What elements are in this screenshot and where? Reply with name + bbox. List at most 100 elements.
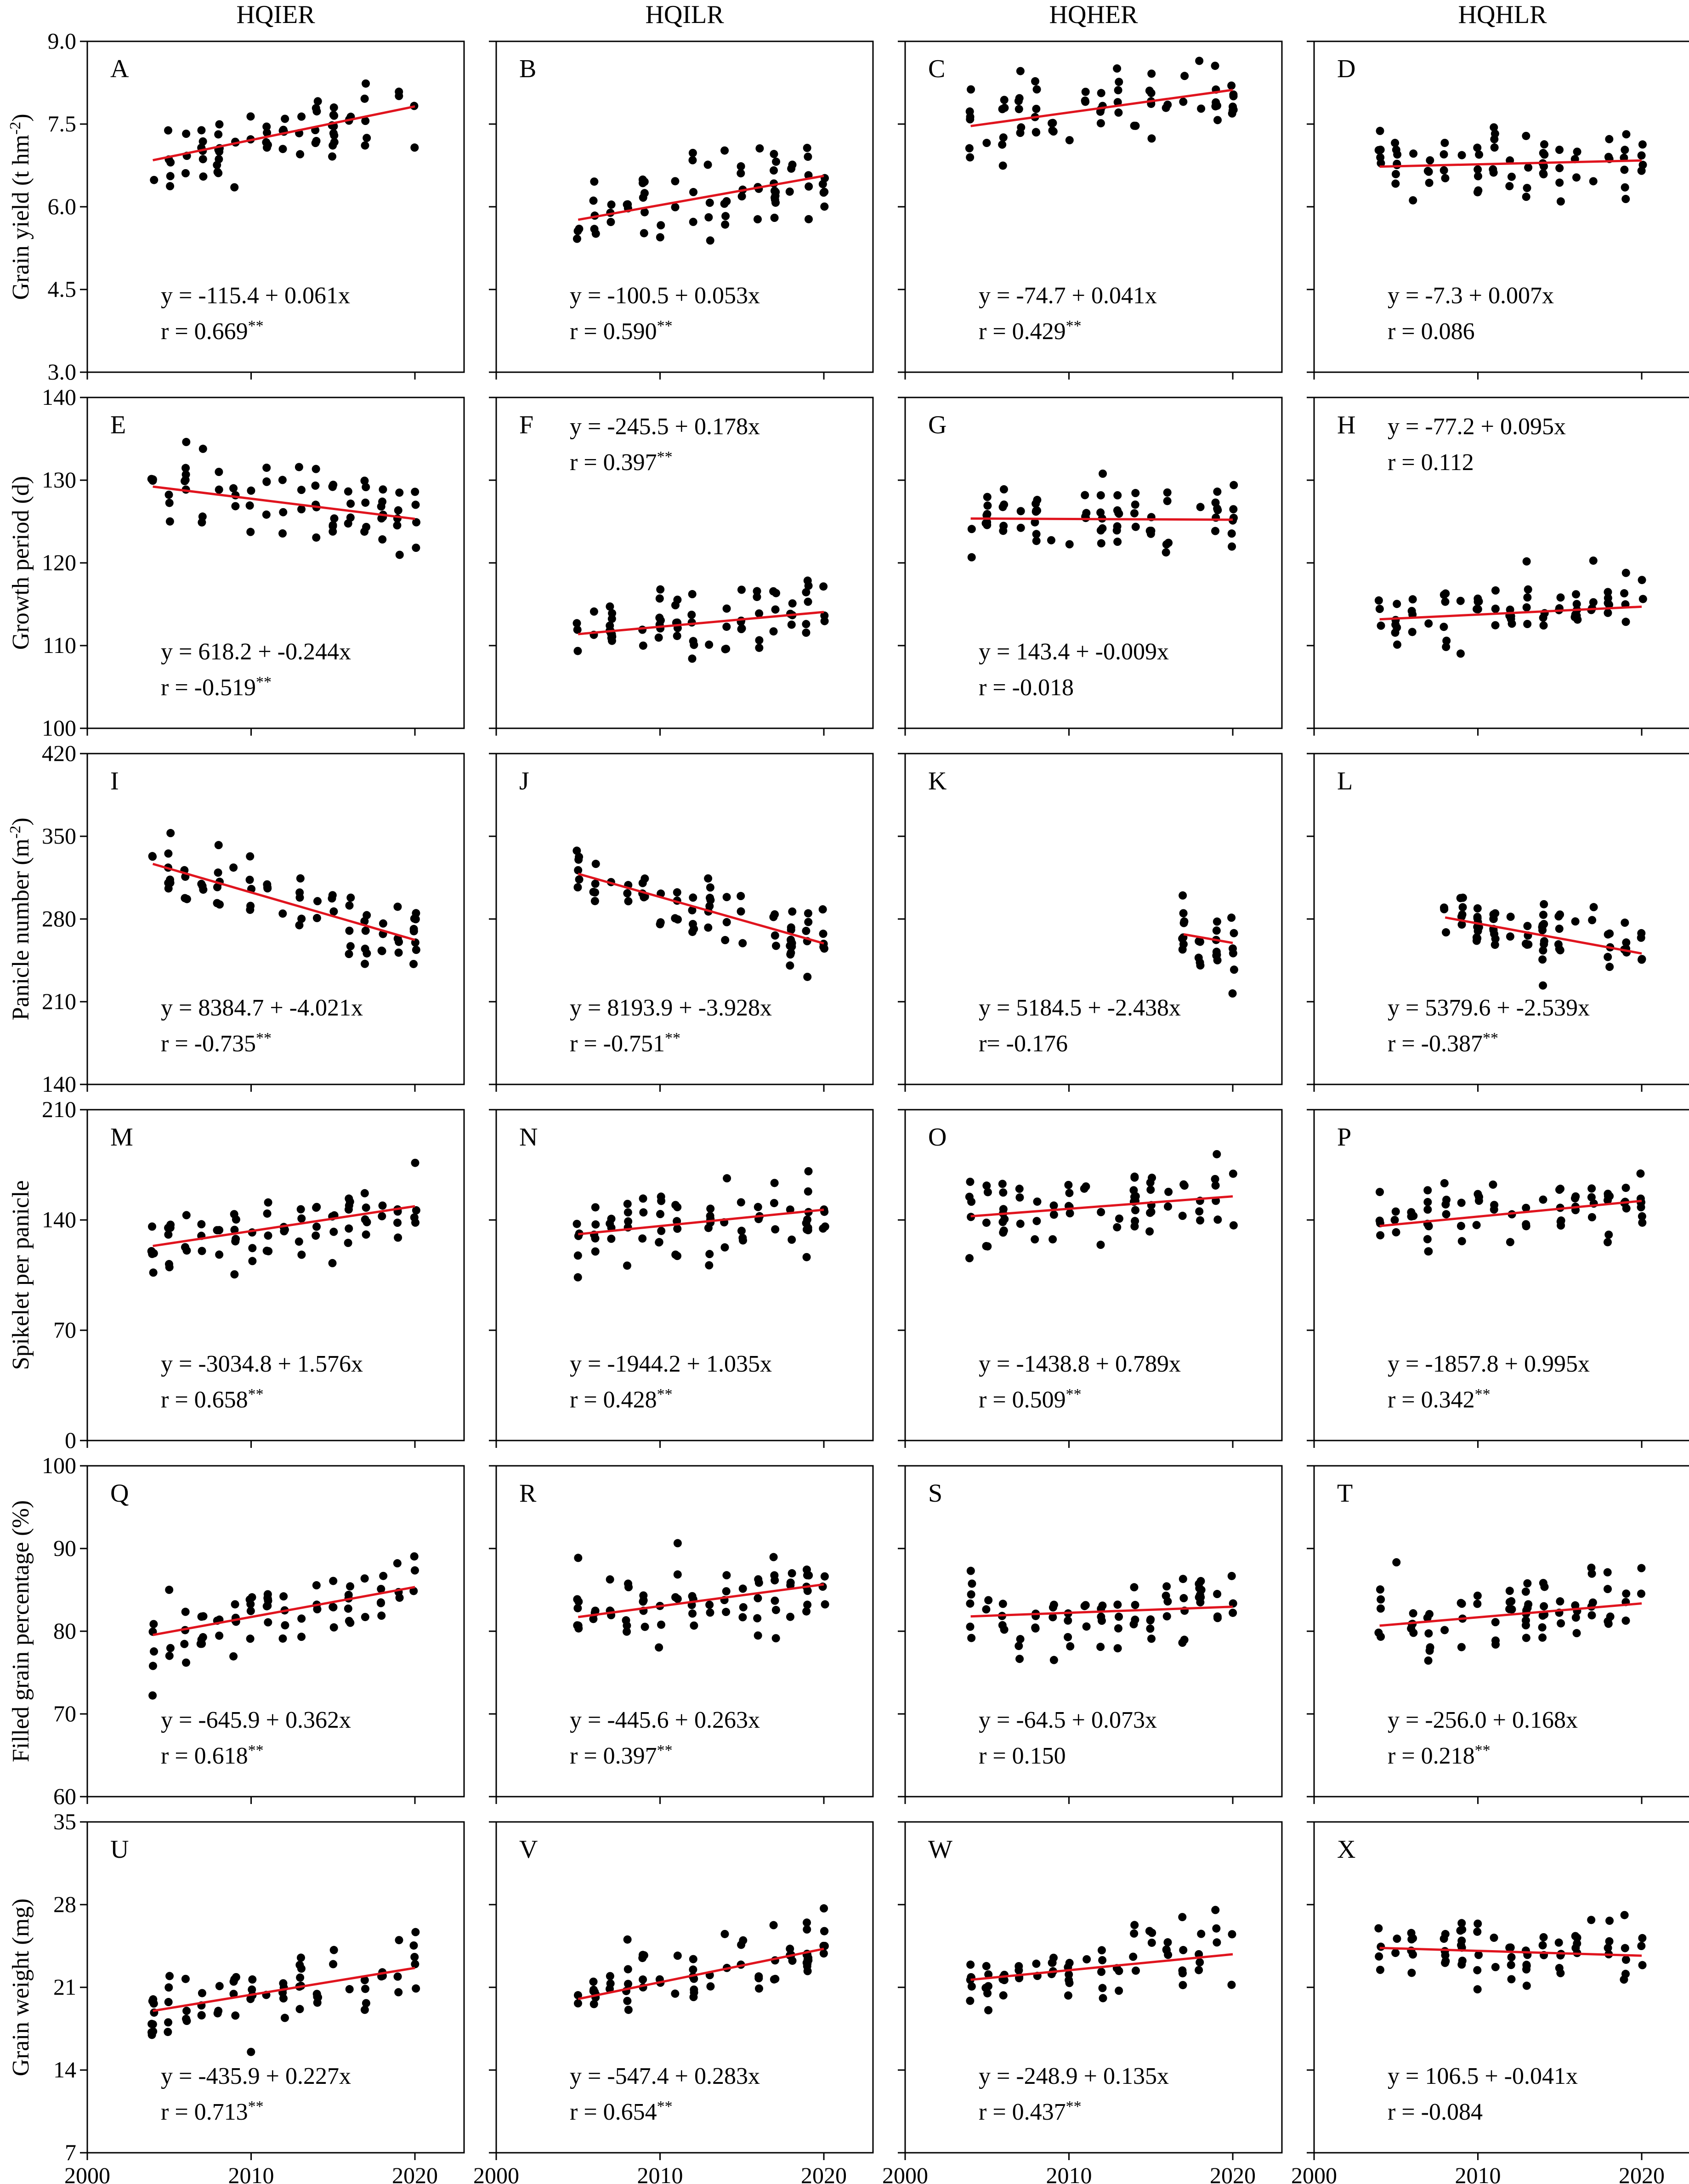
y-tick-label: 210 xyxy=(42,988,76,1014)
data-point xyxy=(328,1259,337,1267)
data-point xyxy=(1620,165,1629,174)
data-point xyxy=(360,477,369,485)
fit-lines-layer xyxy=(152,89,1642,2012)
data-point xyxy=(720,146,729,155)
data-point xyxy=(1638,1934,1647,1942)
data-point xyxy=(1424,1656,1433,1665)
data-point xyxy=(1162,1582,1171,1591)
data-point xyxy=(1638,140,1647,149)
data-point xyxy=(395,550,404,559)
data-point xyxy=(787,164,796,173)
data-point xyxy=(1556,593,1565,602)
data-point xyxy=(1521,1587,1530,1596)
data-point xyxy=(311,481,320,490)
data-point xyxy=(1229,505,1238,514)
data-point xyxy=(363,911,371,919)
data-point xyxy=(329,521,337,529)
data-point xyxy=(1375,605,1384,613)
correlation-coefficient: r = 0.618** xyxy=(161,1742,264,1770)
data-point xyxy=(1604,588,1612,596)
data-point xyxy=(1440,905,1449,913)
data-point xyxy=(819,942,828,951)
y-tick-label: 350 xyxy=(42,823,76,849)
data-point xyxy=(591,879,600,888)
y-tick-label: 9.0 xyxy=(48,28,77,54)
panel-letter: V xyxy=(519,1835,538,1864)
data-point xyxy=(1621,1944,1629,1952)
x-tick-label: 2010 xyxy=(228,2162,274,2184)
data-point xyxy=(1540,1602,1548,1611)
data-point xyxy=(1227,913,1236,922)
data-point xyxy=(329,527,337,536)
data-point xyxy=(802,1253,811,1261)
data-point xyxy=(329,141,337,150)
data-point xyxy=(999,1991,1008,2000)
column-title: HQILR xyxy=(645,0,724,29)
data-point xyxy=(281,114,289,123)
data-point xyxy=(361,117,370,125)
data-point xyxy=(295,888,304,897)
panel-frame xyxy=(86,753,465,1085)
data-point xyxy=(409,927,418,936)
data-point xyxy=(1179,1575,1187,1583)
panel-frame xyxy=(495,1109,874,1441)
data-point xyxy=(1489,168,1498,177)
data-point xyxy=(1082,1182,1090,1191)
regression-equation: y = -547.4 + 0.283x xyxy=(570,2063,760,2089)
data-point xyxy=(1213,101,1222,110)
data-point xyxy=(1538,1941,1547,1950)
data-point xyxy=(1229,1169,1237,1178)
panel-letter: J xyxy=(519,767,529,795)
data-point xyxy=(818,905,827,914)
data-point xyxy=(262,463,271,472)
data-point xyxy=(1195,1207,1204,1216)
data-point xyxy=(722,1571,731,1580)
data-point xyxy=(1621,1955,1630,1964)
data-point xyxy=(1392,1228,1400,1237)
data-point xyxy=(1049,1201,1058,1210)
data-point xyxy=(771,605,780,614)
data-point xyxy=(673,596,682,604)
data-point xyxy=(820,202,829,211)
data-point xyxy=(215,1982,224,1991)
data-point xyxy=(1440,166,1448,175)
data-point xyxy=(982,139,991,147)
data-point xyxy=(607,200,616,209)
data-point xyxy=(1587,1184,1596,1193)
data-point xyxy=(1474,165,1482,174)
data-point xyxy=(1179,97,1188,106)
data-point xyxy=(1131,500,1139,509)
data-point xyxy=(803,972,812,981)
data-point xyxy=(1083,1955,1091,1963)
data-point xyxy=(1457,912,1466,921)
correlation-coefficient: r = 0.218** xyxy=(1388,1742,1491,1770)
r-value: r = 0.713 xyxy=(161,2099,248,2125)
data-point xyxy=(769,1553,778,1561)
data-point xyxy=(1441,597,1450,606)
data-point xyxy=(198,512,207,521)
data-point xyxy=(215,900,224,909)
data-point xyxy=(329,1623,338,1632)
data-point xyxy=(803,1967,812,1975)
data-point xyxy=(1440,623,1448,631)
data-point xyxy=(1523,593,1532,602)
data-point xyxy=(1605,1192,1614,1201)
data-point xyxy=(804,1187,812,1196)
data-point xyxy=(999,527,1008,535)
data-point xyxy=(1114,86,1122,95)
regression-line xyxy=(970,517,1233,521)
data-point xyxy=(1179,1981,1187,1990)
data-point xyxy=(360,1189,369,1197)
data-point xyxy=(1539,1579,1547,1588)
data-point xyxy=(623,1621,631,1630)
significance-marker: ** xyxy=(1066,2098,1082,2115)
data-point xyxy=(998,140,1007,149)
data-point xyxy=(214,169,223,177)
data-point xyxy=(278,1634,287,1643)
data-point xyxy=(965,107,974,116)
data-point xyxy=(606,1979,615,1988)
r-value: r = 0.112 xyxy=(1388,449,1474,476)
data-point xyxy=(1506,913,1515,921)
regression-equation: y = -245.5 + 0.178x xyxy=(570,414,760,440)
data-point xyxy=(1539,1195,1547,1204)
